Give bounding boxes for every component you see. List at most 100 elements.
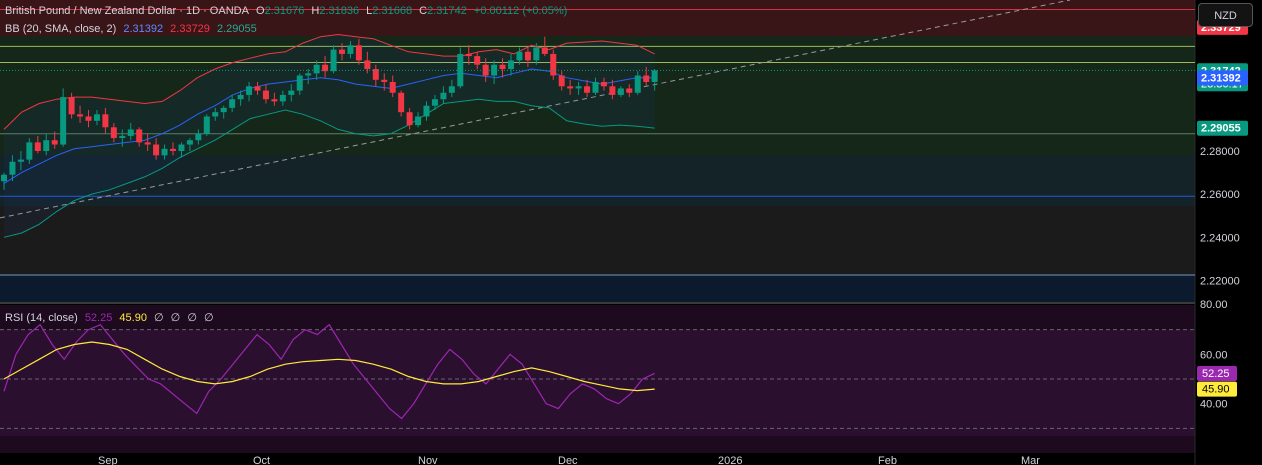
candle[interactable] (51, 131, 58, 149)
candle[interactable] (617, 86, 624, 98)
candle[interactable] (144, 133, 151, 151)
candle[interactable] (110, 122, 117, 143)
rsi-legend[interactable]: RSI (14, close) 52.25 45.90 ∅ ∅ ∅ ∅ (5, 311, 218, 325)
candle[interactable] (643, 66, 650, 87)
candle[interactable] (626, 84, 633, 98)
candle[interactable] (254, 81, 261, 95)
candle[interactable] (237, 90, 244, 106)
candle[interactable] (389, 75, 396, 98)
candle[interactable] (178, 142, 185, 158)
candle[interactable] (220, 105, 227, 119)
candle[interactable] (524, 47, 531, 67)
candle-body (51, 140, 58, 145)
candle[interactable] (305, 69, 312, 85)
candle[interactable] (516, 47, 523, 65)
candle-body (440, 92, 447, 100)
candle[interactable] (651, 69, 658, 91)
candle[interactable] (482, 58, 489, 82)
bb-basis-line[interactable] (3, 68, 655, 184)
candle[interactable] (457, 47, 464, 89)
candle[interactable] (229, 94, 236, 113)
candle[interactable] (339, 43, 345, 61)
candle-body (347, 45, 354, 54)
candle[interactable] (195, 129, 202, 145)
candle[interactable] (9, 155, 16, 182)
candle[interactable] (533, 43, 540, 65)
candle[interactable] (85, 110, 92, 128)
candle[interactable] (592, 77, 599, 95)
candle[interactable] (550, 49, 557, 80)
rsi-line[interactable] (3, 323, 655, 420)
candle-body (1, 174, 7, 182)
candle[interactable] (26, 138, 33, 164)
candle[interactable] (575, 81, 582, 95)
candle[interactable] (203, 114, 210, 136)
bb-lower-line[interactable] (3, 98, 655, 238)
candle[interactable] (355, 38, 362, 65)
candle[interactable] (584, 79, 591, 98)
candle[interactable] (1, 172, 7, 190)
candle[interactable] (68, 92, 75, 119)
candle[interactable] (364, 51, 371, 74)
candle-body (119, 135, 126, 139)
bb-legend[interactable]: BB (20, SMA, close, 2) 2.31392 2.33729 2… (5, 22, 261, 36)
candle[interactable] (448, 79, 455, 98)
candle[interactable] (415, 112, 422, 128)
candle[interactable] (34, 135, 41, 154)
candle[interactable] (398, 90, 405, 117)
candle[interactable] (296, 73, 303, 95)
candle[interactable] (77, 105, 84, 123)
candle[interactable] (288, 84, 295, 102)
rsi-ma-line[interactable] (3, 341, 655, 392)
candle[interactable] (567, 79, 574, 95)
candle[interactable] (161, 144, 168, 160)
candle[interactable] (186, 138, 193, 151)
currency-button[interactable]: NZD (1198, 3, 1253, 27)
candle[interactable] (634, 71, 641, 95)
candle[interactable] (170, 142, 176, 156)
candle[interactable] (271, 92, 278, 106)
candle[interactable] (17, 151, 24, 171)
candle[interactable] (330, 45, 337, 74)
candle-body (524, 51, 531, 61)
candle[interactable] (313, 60, 320, 80)
candle[interactable] (136, 127, 143, 147)
candle-body (541, 47, 548, 54)
candle[interactable] (541, 36, 548, 57)
candle[interactable] (279, 90, 286, 106)
candle-body (246, 86, 253, 95)
candle[interactable] (119, 129, 126, 147)
candle[interactable] (322, 56, 329, 78)
candle[interactable] (558, 71, 565, 91)
candle[interactable] (465, 45, 472, 65)
candle[interactable] (381, 73, 388, 91)
candle[interactable] (93, 110, 100, 126)
ohlc-change: +0.00112 (+0.05%) (473, 5, 568, 17)
candle[interactable] (499, 58, 506, 78)
candle[interactable] (212, 107, 219, 121)
candle[interactable] (491, 60, 498, 85)
candle[interactable] (431, 94, 438, 111)
candle[interactable] (609, 79, 616, 100)
candle[interactable] (102, 107, 109, 134)
candle[interactable] (246, 81, 253, 102)
bb-label: BB (20, SMA, close, 2) (5, 23, 117, 35)
candle-body (229, 99, 236, 108)
trend-line[interactable] (0, 0, 1071, 219)
candle[interactable] (60, 88, 67, 147)
candle[interactable] (406, 107, 413, 130)
candle[interactable] (127, 122, 134, 141)
candle[interactable] (508, 53, 514, 76)
candle-body (339, 49, 345, 54)
candle[interactable] (153, 138, 160, 160)
candle[interactable] (372, 64, 379, 87)
candle[interactable] (43, 133, 50, 156)
candle[interactable] (474, 51, 481, 70)
candle[interactable] (423, 101, 430, 121)
candle[interactable] (440, 86, 447, 104)
candle[interactable] (347, 40, 354, 59)
candle[interactable] (262, 84, 269, 104)
candle[interactable] (600, 77, 607, 91)
candle-body (567, 86, 574, 89)
